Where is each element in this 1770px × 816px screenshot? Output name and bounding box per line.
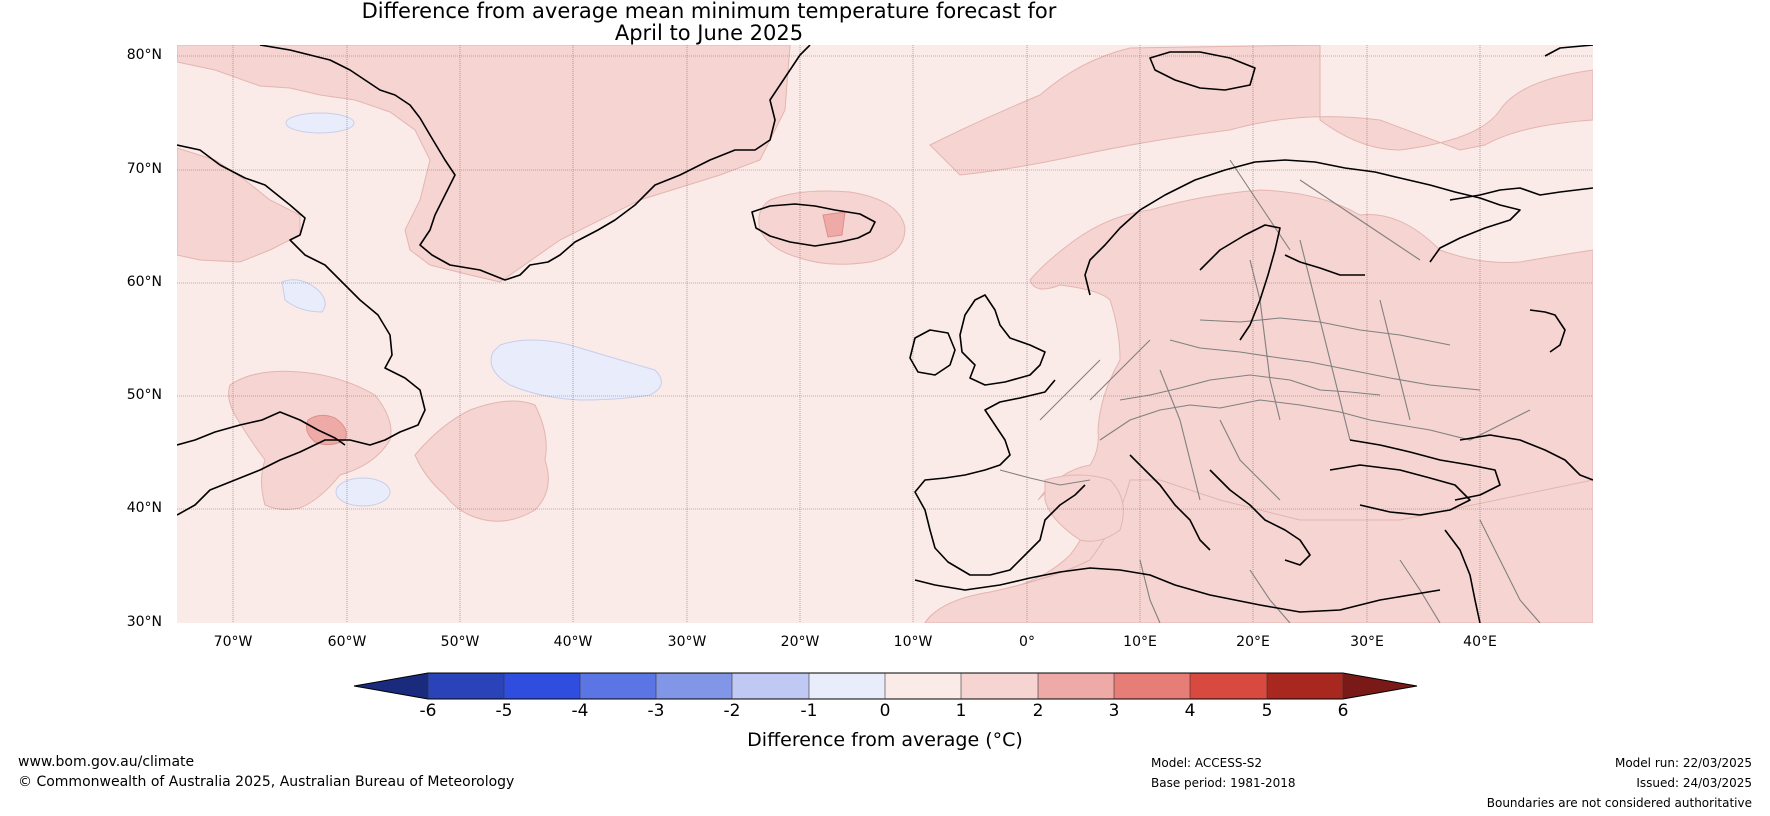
map-title-line1: Difference from average mean minimum tem…	[361, 0, 1057, 23]
colorbar-bin	[1190, 673, 1267, 699]
coastlines	[177, 45, 1593, 623]
colorbar-bin	[732, 673, 809, 699]
colorbar-tick: -4	[571, 701, 589, 721]
colorbar-bin	[1038, 673, 1114, 699]
lat-label-80n: 80°N	[126, 47, 162, 63]
lon-label-40e: 40°E	[1463, 634, 1497, 650]
lat-label-30n: 30°N	[126, 614, 162, 630]
lon-label-10e: 10°E	[1123, 634, 1157, 650]
colorbar-bin	[1114, 673, 1190, 699]
lat-label-60n: 60°N	[126, 274, 162, 290]
colorbar-tick: 2	[1032, 701, 1044, 721]
lat-label-40n: 40°N	[126, 500, 162, 516]
country-borders	[999, 159, 1541, 623]
lon-label-70w: 70°W	[213, 634, 253, 650]
lon-label-10w: 10°W	[893, 634, 933, 650]
colorbar-tick: 4	[1184, 701, 1196, 721]
footer-url: www.bom.gov.au/climate	[18, 754, 195, 770]
colorbar-bin	[885, 673, 961, 699]
colorbar-bin	[580, 673, 656, 699]
colorbar-bin	[428, 673, 504, 699]
colorbar-extend-low	[354, 673, 428, 699]
lon-label-40w: 40°W	[553, 634, 593, 650]
map-title-line2: April to June 2025	[614, 21, 804, 45]
colorbar-tick: -1	[800, 701, 818, 721]
colorbar-tick: -2	[723, 701, 741, 721]
lon-label-0: 0°	[1019, 634, 1035, 650]
model-name: Model: ACCESS-S2	[1151, 756, 1263, 770]
colorbar-extend-high	[1343, 673, 1417, 699]
footer-copyright: © Commonwealth of Australia 2025, Austra…	[18, 774, 515, 790]
colorbar-bin	[504, 673, 580, 699]
colorbar-tick: 5	[1261, 701, 1273, 721]
model-run-date: Model run: 22/03/2025	[1614, 756, 1752, 770]
boundaries-disclaimer: Boundaries are not considered authoritat…	[1486, 796, 1752, 810]
lon-label-30w: 30°W	[667, 634, 707, 650]
colorbar	[353, 672, 1418, 700]
colorbar-tick: -5	[495, 701, 513, 721]
colorbar-tick: -3	[647, 701, 665, 721]
colorbar-bin	[961, 673, 1038, 699]
lon-label-30e: 30°E	[1350, 634, 1384, 650]
colorbar-bin	[656, 673, 732, 699]
base-period: Base period: 1981-2018	[1151, 776, 1296, 790]
lon-label-20w: 20°W	[780, 634, 820, 650]
lon-label-50w: 50°W	[440, 634, 480, 650]
colorbar-tick: -6	[419, 701, 437, 721]
lat-label-50n: 50°N	[126, 387, 162, 403]
issued-date: Issued: 24/03/2025	[1636, 776, 1752, 790]
colorbar-tick: 3	[1108, 701, 1120, 721]
colorbar-bin	[809, 673, 885, 699]
lon-label-60w: 60°W	[327, 634, 367, 650]
colorbar-tick: 1	[955, 701, 967, 721]
anomaly-regions-neg1-0	[281, 112, 662, 507]
anomaly-regions-2-3	[306, 211, 846, 446]
colorbar-bin	[1267, 673, 1343, 699]
colorbar-label: Difference from average (°C)	[747, 729, 1023, 751]
colorbar-tick: 0	[879, 701, 891, 721]
lat-label-70n: 70°N	[126, 161, 162, 177]
lon-label-20e: 20°E	[1236, 634, 1270, 650]
colorbar-tick: 6	[1337, 701, 1349, 721]
